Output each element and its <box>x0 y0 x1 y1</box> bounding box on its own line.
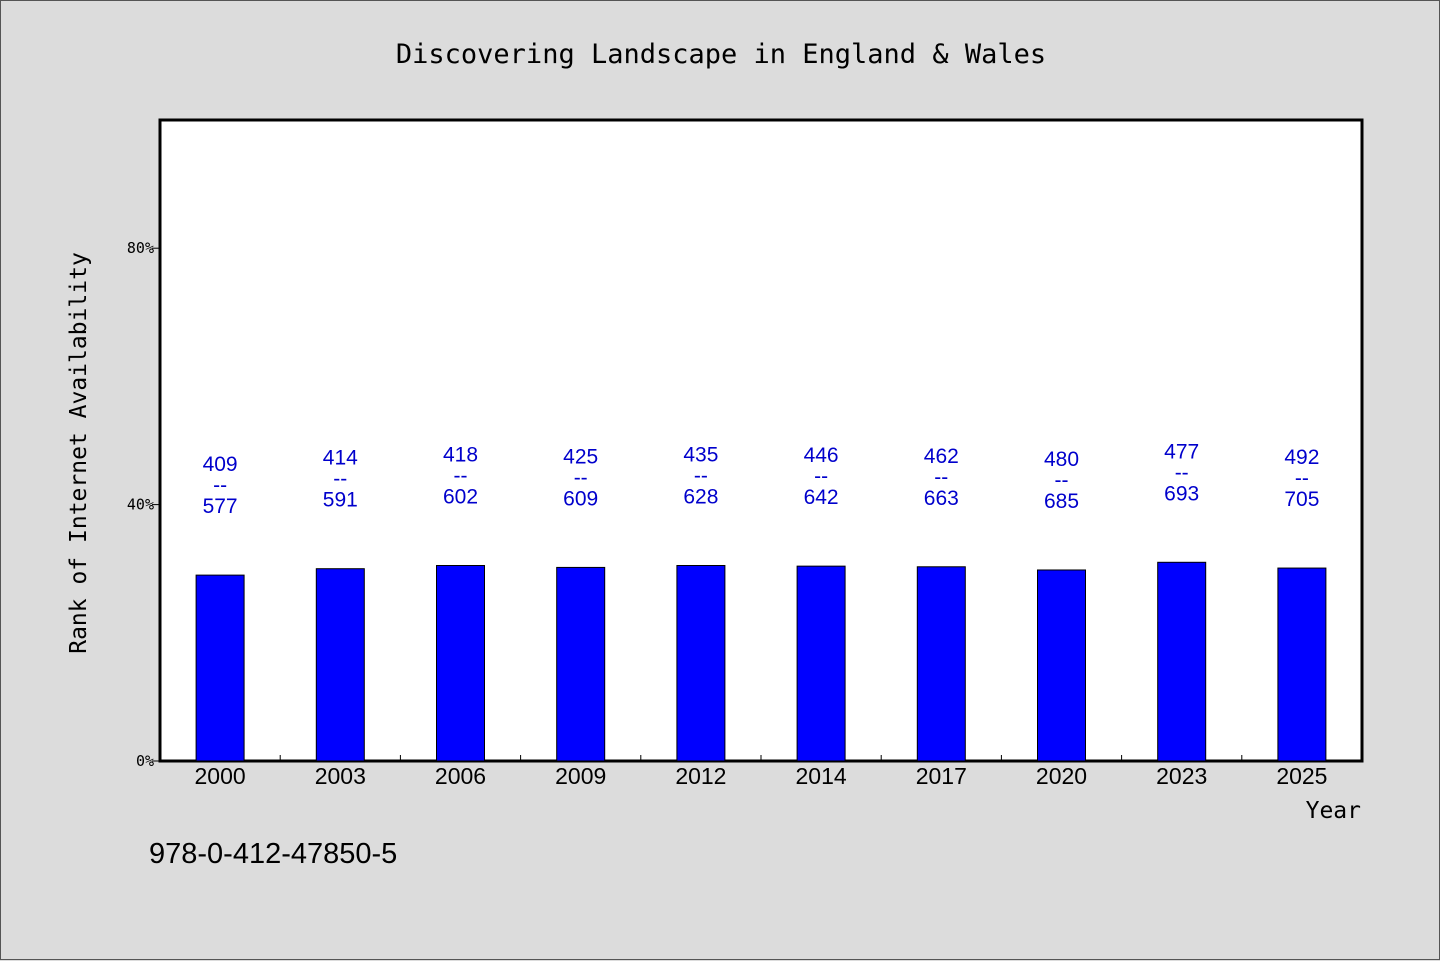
x-tick-label: 2017 <box>916 763 967 789</box>
x-tick-label: 2006 <box>435 763 486 789</box>
bar-2020 <box>1037 569 1086 762</box>
data-label-bottom: 693 <box>1164 482 1199 505</box>
x-axis-label: Year <box>1306 798 1361 824</box>
y-axis-ticks: 0% 40% 80% <box>127 239 160 770</box>
data-label-bottom: 663 <box>924 487 959 510</box>
data-label-separator: -- <box>574 466 588 489</box>
data-label-top: 480 <box>1044 448 1079 471</box>
x-tick-label: 2009 <box>555 763 606 789</box>
y-tick-label: 80% <box>127 239 154 257</box>
y-axis-label: Rank of Internet Availability <box>66 252 92 654</box>
data-label-top: 414 <box>323 447 358 470</box>
data-label-bottom: 609 <box>563 487 598 510</box>
data-label-bottom: 591 <box>323 489 358 512</box>
data-label-bottom: 685 <box>1044 490 1079 513</box>
bar-2012 <box>676 564 726 762</box>
data-label-bottom: 628 <box>683 485 718 508</box>
data-labels-group: 409--577414--591418--602425--609435--628… <box>203 440 1320 518</box>
y-tick-label: 40% <box>127 496 154 514</box>
data-label-separator: -- <box>333 468 347 491</box>
data-label-separator: -- <box>934 466 948 489</box>
bar-2014 <box>796 565 846 762</box>
bar-2000 <box>195 574 245 762</box>
data-label-bottom: 602 <box>443 485 478 508</box>
bar-2006 <box>436 564 485 762</box>
data-label-top: 409 <box>203 453 238 476</box>
data-label-separator: -- <box>1295 467 1309 490</box>
isbn-label: 978-0-412-47850-5 <box>149 838 397 870</box>
data-label-bottom: 577 <box>203 495 238 518</box>
data-label-separator: -- <box>454 464 468 487</box>
data-label-top: 477 <box>1164 440 1199 463</box>
x-tick-label: 2012 <box>675 763 726 789</box>
data-label-separator: -- <box>213 474 227 497</box>
data-label-top: 462 <box>924 445 959 468</box>
data-label-separator: -- <box>694 464 708 487</box>
x-axis-ticks: 2000 2003 2006 2009 2012 2014 2017 2020 2023 2025 <box>195 755 1327 789</box>
x-tick-label: 2023 <box>1156 763 1207 789</box>
data-label-bottom: 642 <box>804 486 839 509</box>
data-label-top: 435 <box>683 443 718 466</box>
x-tick-label: 2025 <box>1276 763 1327 789</box>
data-label-separator: -- <box>814 465 828 488</box>
bar-2009 <box>556 566 606 762</box>
data-label-top: 425 <box>563 445 598 468</box>
bar-2023 <box>1157 561 1207 762</box>
data-label-separator: -- <box>1175 461 1189 484</box>
x-tick-label: 2000 <box>195 763 246 789</box>
bars-group <box>195 561 1327 762</box>
x-tick-label: 2014 <box>796 763 847 789</box>
x-tick-label: 2020 <box>1036 763 1087 789</box>
data-label-top: 446 <box>804 444 839 467</box>
x-tick-label: 2003 <box>315 763 366 789</box>
data-label-separator: -- <box>1055 469 1069 492</box>
chart-title: Discovering Landscape in England & Wales <box>396 39 1046 70</box>
bar-2025 <box>1277 567 1327 762</box>
bar-2017 <box>916 566 966 762</box>
data-label-top: 418 <box>443 443 478 466</box>
data-label-top: 492 <box>1284 446 1319 469</box>
data-label-bottom: 705 <box>1284 488 1319 511</box>
y-tick-label: 0% <box>136 752 154 770</box>
bar-2003 <box>315 568 365 762</box>
